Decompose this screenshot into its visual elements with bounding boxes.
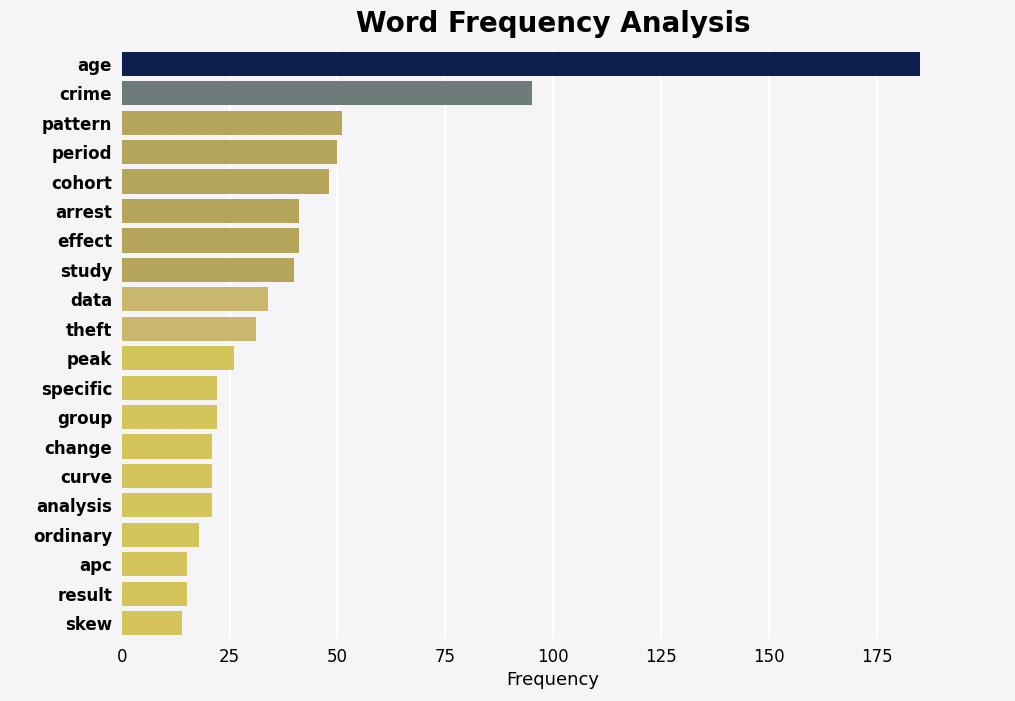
Bar bbox=[122, 611, 183, 635]
Bar bbox=[122, 435, 212, 458]
Title: Word Frequency Analysis: Word Frequency Analysis bbox=[356, 11, 750, 39]
Bar bbox=[122, 229, 298, 252]
X-axis label: Frequency: Frequency bbox=[506, 671, 600, 689]
Bar bbox=[122, 376, 216, 400]
Bar bbox=[122, 494, 212, 517]
Bar bbox=[122, 346, 233, 370]
Bar bbox=[122, 52, 920, 76]
Bar bbox=[122, 523, 199, 547]
Bar bbox=[122, 81, 532, 105]
Bar bbox=[122, 582, 187, 606]
Bar bbox=[122, 199, 298, 223]
Bar bbox=[122, 287, 268, 311]
Bar bbox=[122, 258, 294, 282]
Bar bbox=[122, 140, 337, 164]
Bar bbox=[122, 170, 329, 193]
Bar bbox=[122, 405, 216, 429]
Bar bbox=[122, 317, 256, 341]
Bar bbox=[122, 464, 212, 488]
Bar bbox=[122, 552, 187, 576]
Bar bbox=[122, 111, 342, 135]
